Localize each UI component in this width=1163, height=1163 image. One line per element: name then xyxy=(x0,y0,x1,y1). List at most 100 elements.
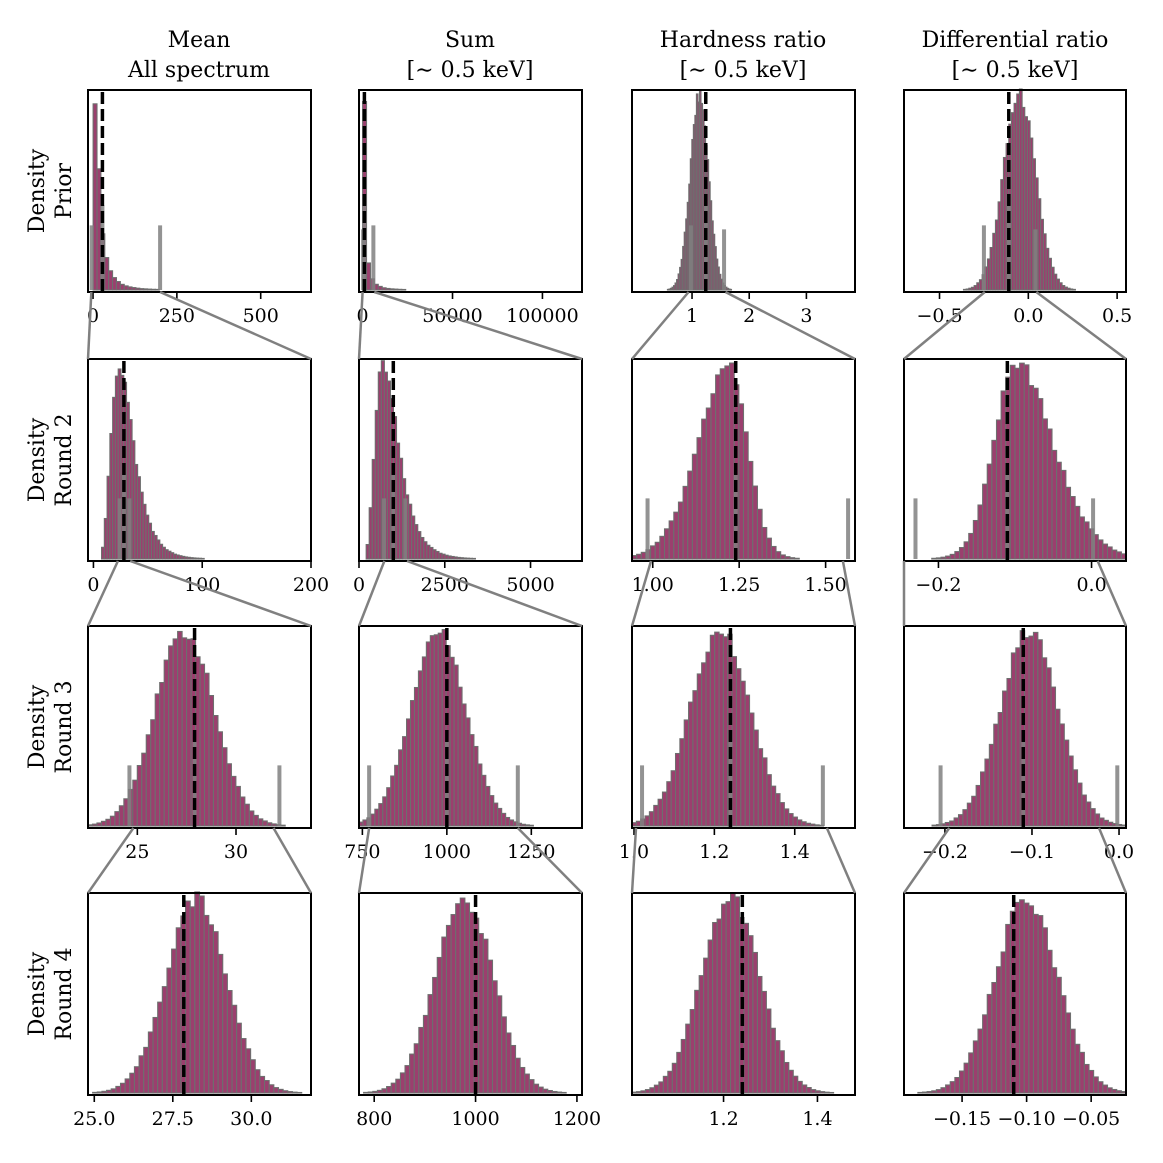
histogram-bar xyxy=(797,1080,803,1094)
histogram-bar xyxy=(394,764,400,827)
histogram-bar xyxy=(374,808,380,827)
histogram-bar xyxy=(1037,398,1044,560)
histogram-bar xyxy=(729,362,735,560)
histogram-bar xyxy=(1072,288,1076,291)
histogram-bar xyxy=(254,1069,261,1094)
histogram-bar xyxy=(551,1090,558,1094)
histogram-bar xyxy=(1079,1051,1085,1094)
histogram-bar xyxy=(988,743,995,827)
x-tick-label: 100000 xyxy=(506,305,579,327)
x-tick-label: 1.4 xyxy=(780,841,810,863)
histogram-bar xyxy=(1083,521,1090,560)
histogram-bar xyxy=(679,738,685,827)
histogram-bar xyxy=(705,651,711,827)
histogram-bar xyxy=(753,729,759,827)
histogram-bar xyxy=(409,1053,415,1094)
histogram-bar xyxy=(291,1091,298,1094)
histogram-bar xyxy=(1099,817,1105,827)
zoom-connector-right xyxy=(841,560,857,627)
histogram-bar xyxy=(208,695,215,827)
histogram-bar xyxy=(404,1065,411,1094)
histogram-bar xyxy=(161,986,168,1094)
histogram-bar xyxy=(677,501,684,560)
histogram-bar xyxy=(721,903,727,1094)
histogram-bar xyxy=(709,634,716,827)
histogram-bar xyxy=(231,1004,238,1094)
histogram-bar xyxy=(1000,951,1007,1094)
histogram-bar xyxy=(757,748,764,827)
histogram-bar xyxy=(1111,549,1118,560)
histogram-bar xyxy=(815,1090,821,1094)
histogram-bar xyxy=(743,922,750,1094)
histogram-bar xyxy=(464,902,471,1094)
histogram-bar xyxy=(1083,1063,1090,1094)
histogram-bar xyxy=(1054,708,1061,827)
histogram-bar xyxy=(982,1014,988,1094)
axes-frame xyxy=(358,358,583,562)
histogram-bar xyxy=(136,765,143,827)
column-titles: Mean All spectrum Sum [∼ 0.5 keV] Hardness r… xyxy=(127,28,1108,83)
histogram-bar xyxy=(1010,652,1017,827)
histogram-bar xyxy=(477,763,483,827)
x-tick-label: 30 xyxy=(224,841,248,863)
histogram-bar xyxy=(935,1089,942,1094)
zoom-connector-left xyxy=(86,291,93,360)
histogram-bar xyxy=(1059,723,1065,827)
histogram-bar xyxy=(1046,428,1053,560)
column-title: [∼ 0.5 keV] xyxy=(407,58,534,83)
histogram-bar xyxy=(731,656,738,827)
histogram-bar xyxy=(365,262,371,291)
histogram-bar xyxy=(692,690,698,827)
x-tick-label: −0.2 xyxy=(915,574,961,596)
histogram-bar xyxy=(1106,1087,1113,1094)
histogram-bar xyxy=(954,1076,961,1094)
axes-frame xyxy=(631,625,856,829)
histogram-bar xyxy=(1046,949,1053,1094)
histogram-bar xyxy=(1056,461,1062,560)
axes-frame xyxy=(358,892,583,1096)
histogram-bar xyxy=(648,811,655,827)
histogram-bar xyxy=(235,785,241,827)
histogram-bar xyxy=(127,286,133,291)
histogram-panel: 050000100000 xyxy=(357,89,583,327)
histogram-bar xyxy=(505,1032,512,1094)
histogram-bar xyxy=(752,951,758,1094)
histogram-bar xyxy=(968,532,974,560)
zoom-connector-right xyxy=(1035,290,1127,361)
histogram-bar xyxy=(459,897,466,1094)
histogram-bar xyxy=(110,1088,117,1094)
histogram-bar xyxy=(752,485,758,560)
histogram-bar xyxy=(296,1091,303,1094)
histogram-bar xyxy=(729,288,733,291)
histogram-bar xyxy=(1051,967,1058,1094)
histogram-bar xyxy=(263,1080,270,1094)
histogram-bar xyxy=(105,818,111,827)
histogram-bar xyxy=(221,747,228,827)
histogram-bar xyxy=(944,821,951,827)
axes-frame xyxy=(87,892,312,1096)
axes-frame xyxy=(358,625,583,829)
histogram-bar xyxy=(556,1091,563,1094)
histogram-bar xyxy=(991,981,998,1094)
histogram-bar xyxy=(378,803,384,827)
histogram-bar xyxy=(986,463,993,560)
histogram-bar xyxy=(398,749,404,827)
histogram-bar xyxy=(154,693,161,827)
histogram-bar xyxy=(794,557,800,560)
x-tick-label: 1 xyxy=(686,305,698,327)
zoom-connector-left xyxy=(631,291,690,360)
histogram-bar xyxy=(980,771,986,827)
axes-frame xyxy=(87,358,312,562)
histogram-bar xyxy=(958,547,965,560)
histogram-bar xyxy=(1002,690,1008,827)
histogram-bar xyxy=(671,1062,678,1094)
histogram-bar xyxy=(1068,755,1074,827)
histogram-bar xyxy=(1102,543,1109,560)
x-tick-label: 1.2 xyxy=(699,841,729,863)
histogram-bar xyxy=(775,551,782,560)
histogram-bar xyxy=(685,1023,691,1094)
histogram-panel: −0.2 0.0 xyxy=(903,358,1127,596)
histogram-bar xyxy=(1042,418,1048,560)
row-label: Density Round 4 xyxy=(25,947,77,1040)
